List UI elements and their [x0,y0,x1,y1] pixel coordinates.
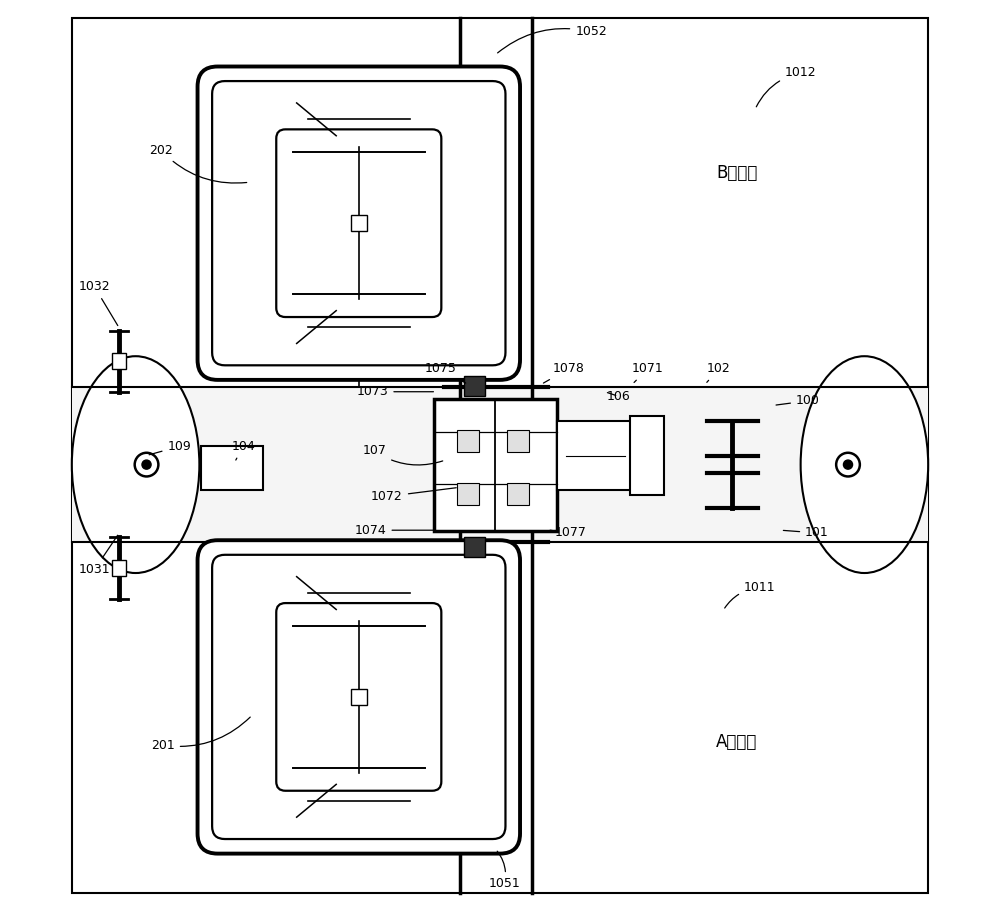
Bar [72,387,928,542]
Text: 1051: 1051 [489,851,520,890]
Circle shape [135,453,158,476]
Bar [351,215,367,231]
Bar [112,559,126,577]
Bar [201,446,263,490]
FancyBboxPatch shape [212,555,505,839]
Bar [457,483,479,505]
Ellipse shape [72,356,199,573]
Text: 1077: 1077 [550,527,587,539]
Circle shape [836,453,860,476]
Text: 107: 107 [362,445,443,465]
Circle shape [142,460,151,469]
FancyBboxPatch shape [198,540,520,854]
Bar [478,103,509,149]
Bar [478,771,509,817]
Bar [208,771,239,817]
Bar [351,689,367,705]
Text: 102: 102 [707,363,731,383]
Text: 1078: 1078 [543,363,584,383]
Ellipse shape [801,356,928,573]
Circle shape [843,460,853,469]
Text: 1071: 1071 [632,363,663,383]
Bar [464,376,485,396]
Bar [630,416,664,495]
Text: 106: 106 [607,390,630,403]
Bar [208,297,239,343]
Text: 1012: 1012 [756,67,816,107]
Text: 1011: 1011 [725,581,775,608]
Bar [208,103,239,149]
Bar [112,353,126,370]
Bar [464,537,485,557]
FancyBboxPatch shape [276,603,441,791]
FancyBboxPatch shape [212,81,505,365]
Text: 202: 202 [149,144,247,183]
Bar [557,421,634,489]
Bar [507,483,529,505]
Text: A加油区: A加油区 [716,733,758,752]
Bar [507,430,529,452]
Text: 109: 109 [149,440,191,455]
Bar [478,297,509,343]
Text: 1052: 1052 [498,26,607,53]
Text: 1031: 1031 [79,536,118,576]
Text: 1072: 1072 [371,487,456,503]
Bar [208,577,239,623]
Text: 100: 100 [776,394,820,407]
Text: 1032: 1032 [79,281,118,325]
FancyBboxPatch shape [276,129,441,317]
Text: B加油区: B加油区 [716,164,758,182]
Text: 101: 101 [783,527,829,539]
FancyBboxPatch shape [198,67,520,380]
Text: 1075: 1075 [425,363,466,383]
Text: 1073: 1073 [357,385,433,398]
Bar [478,577,509,623]
Bar [434,399,557,530]
Text: 1074: 1074 [355,524,433,537]
Bar [457,430,479,452]
Text: 104: 104 [231,440,255,460]
Text: 201: 201 [151,717,250,752]
